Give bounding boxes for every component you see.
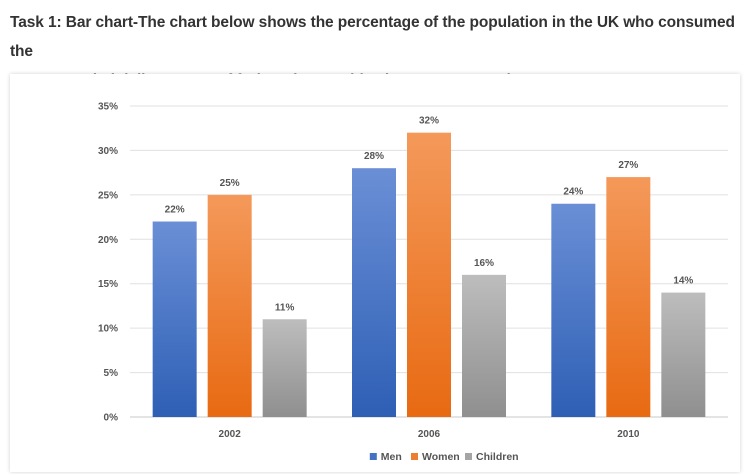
y-tick-label: 5% xyxy=(104,368,119,379)
data-label-women-2010: 27% xyxy=(618,160,638,171)
y-tick-label: 30% xyxy=(98,146,118,157)
y-tick-label: 20% xyxy=(98,235,118,246)
legend-swatch-children xyxy=(465,453,472,460)
bar-women-2010 xyxy=(606,177,651,417)
legend-swatch-men xyxy=(369,453,377,460)
heading-line-1: Task 1: Bar chart-The chart below shows … xyxy=(10,14,735,60)
legend-swatch-women xyxy=(411,453,418,460)
data-label-children-2006: 16% xyxy=(474,258,494,269)
data-label-children-2010: 14% xyxy=(673,276,693,287)
bar-men-2002 xyxy=(152,221,197,417)
bar-women-2006 xyxy=(407,132,451,417)
data-labels: 22% 25% 11% 28% 32% 16% 24% 27% 14% xyxy=(165,116,694,314)
data-label-women-2006: 32% xyxy=(419,116,439,127)
bars xyxy=(152,132,706,417)
bar-men-2010 xyxy=(551,203,596,417)
chart-card: 0% 5% 10% 15% 20% 25% 30% 35% 22% 25% 11% 28% 32% 16… xyxy=(10,74,740,472)
x-tick-label: 2002 xyxy=(219,429,242,440)
data-label-children-2002: 11% xyxy=(275,302,295,313)
y-tick-label: 15% xyxy=(98,279,118,290)
x-tick-label: 2010 xyxy=(617,429,640,440)
y-tick-label: 35% xyxy=(98,102,118,113)
data-label-women-2002: 25% xyxy=(220,178,240,189)
y-tick-label: 25% xyxy=(98,190,118,201)
y-axis-ticks: 0% 5% 10% 15% 20% 25% 30% 35% xyxy=(98,102,118,424)
bar-children-2010 xyxy=(661,292,706,417)
bar-chart: 0% 5% 10% 15% 20% 25% 30% 35% 22% 25% 11% 28% 32% 16… xyxy=(98,102,728,463)
bar-men-2006 xyxy=(352,168,396,417)
legend-label-women: Women xyxy=(422,451,460,463)
legend: Men Women Children xyxy=(369,451,519,463)
x-tick-label: 2006 xyxy=(418,429,441,440)
bar-children-2006 xyxy=(462,274,506,417)
data-label-men-2002: 22% xyxy=(165,205,185,216)
data-label-men-2006: 28% xyxy=(364,151,384,162)
legend-label-children: Children xyxy=(476,451,519,463)
x-axis-ticks: 2002 2006 2010 xyxy=(219,429,640,440)
y-tick-label: 10% xyxy=(98,324,118,335)
bar-children-2002 xyxy=(262,319,307,417)
data-label-men-2010: 24% xyxy=(563,187,583,198)
legend-label-men: Men xyxy=(381,451,402,463)
bar-women-2002 xyxy=(207,194,252,417)
y-tick-label: 0% xyxy=(104,413,119,424)
